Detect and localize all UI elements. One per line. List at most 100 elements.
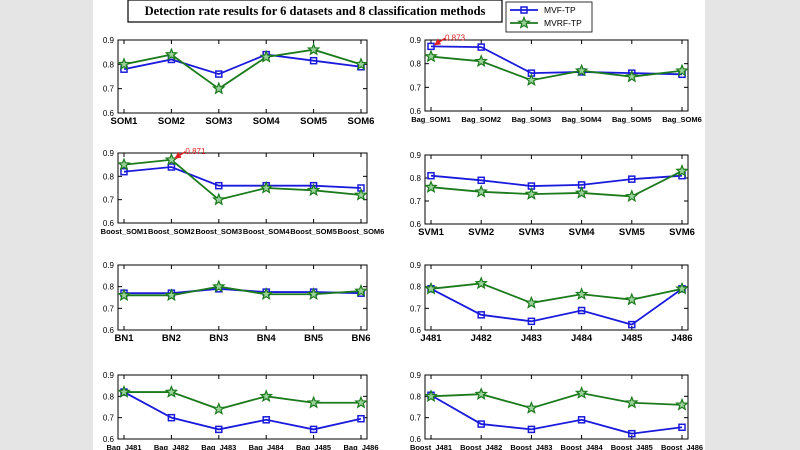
x-tick-label: SOM6: [348, 116, 375, 127]
legend-label: MVRF-TP: [544, 18, 582, 28]
plot-area: [117, 264, 368, 331]
data-point: [474, 54, 488, 68]
x-tick-label: J484: [571, 333, 593, 344]
y-tick-label: 0.8: [103, 60, 115, 69]
series-mvrf-tp: [117, 42, 368, 95]
x-tick-label: Bag_J486: [343, 443, 378, 450]
y-tick-label: 0.8: [103, 283, 115, 292]
data-point: [212, 279, 226, 293]
data-point: [678, 423, 686, 432]
data-point: [424, 49, 438, 63]
x-tick-label: J486: [671, 333, 692, 344]
x-tick-label: Boost_SOM6: [338, 227, 385, 236]
y-tick-label: 0.7: [103, 414, 115, 423]
series-line: [430, 45, 683, 76]
data-point: [577, 306, 586, 315]
x-tick-label: Boost_J483: [510, 443, 552, 450]
annotation-label: 0.873: [445, 33, 466, 42]
data-point: [675, 397, 689, 411]
x-tick-label: SOM4: [253, 116, 281, 127]
data-point: [212, 192, 226, 206]
data-point: [212, 402, 226, 415]
data-point: [427, 171, 435, 180]
data-point: [527, 317, 536, 326]
x-tick-label: Bag_J485: [296, 443, 331, 450]
data-point: [524, 73, 539, 86]
y-tick-label: 0.8: [103, 392, 115, 401]
data-point: [306, 42, 321, 56]
series-line: [124, 391, 361, 411]
y-tick-label: 0.7: [410, 304, 422, 313]
data-point: [625, 189, 639, 203]
data-point: [577, 416, 586, 424]
data-point: [167, 163, 176, 171]
data-point: [675, 281, 689, 295]
series-mvrf-tp: [424, 276, 689, 309]
plot-area: [424, 264, 689, 331]
y-tick-label: 0.8: [410, 174, 422, 183]
y-tick-label: 0.9: [410, 36, 422, 45]
data-point: [120, 167, 128, 176]
x-tick-label: BN5: [304, 333, 324, 344]
y-tick-label: 0.8: [410, 60, 422, 69]
y-tick-label: 0.6: [103, 219, 115, 228]
data-point: [309, 425, 318, 434]
data-point: [424, 180, 438, 193]
y-tick-label: 0.6: [410, 435, 422, 444]
series-mvrf-tp: [424, 163, 689, 203]
series-mvrf-tp: [424, 49, 689, 86]
legend-entry-mvrf-tp: MVRF-TP: [510, 15, 582, 29]
data-point: [306, 183, 321, 197]
data-point: [675, 163, 689, 177]
series-line: [123, 158, 362, 201]
x-tick-label: SOM3: [205, 116, 232, 127]
x-tick-label: Boost_SOM1: [101, 227, 148, 236]
x-tick-label: Bag_J482: [154, 443, 189, 450]
series-line: [430, 392, 683, 410]
y-tick-label: 0.7: [410, 197, 422, 206]
y-tick-label: 0.6: [410, 326, 422, 335]
x-tick-label: BN6: [351, 333, 370, 344]
legend-entry-mvf-tp: MVF-TP: [510, 5, 576, 15]
data-point: [574, 386, 589, 399]
data-point: [524, 295, 539, 309]
data-point: [574, 63, 589, 77]
series-line: [123, 391, 362, 431]
annotation-label: 0.871: [185, 147, 206, 156]
x-tick-label: J481: [420, 333, 442, 344]
x-tick-label: J482: [471, 333, 492, 344]
y-tick-label: 0.7: [410, 414, 422, 423]
data-point: [628, 429, 636, 438]
data-point: [262, 416, 270, 424]
data-point: [306, 287, 321, 301]
data-point: [164, 47, 179, 61]
x-tick-label: Bag_J483: [201, 443, 236, 450]
x-tick-label: Bag_SOM1: [411, 115, 451, 124]
x-tick-label: Boost_J486: [661, 443, 703, 450]
figure-title: Detection rate results for 6 datasets an…: [127, 0, 503, 23]
legend-marker: [520, 6, 528, 14]
x-tick-label: Boost_J482: [460, 443, 502, 450]
data-point: [354, 57, 368, 71]
peak-annotation: 0.873: [434, 33, 466, 46]
x-tick-label: BN3: [209, 333, 228, 344]
data-point: [117, 157, 131, 171]
y-tick-label: 0.6: [103, 109, 115, 118]
x-tick-label: Bag_SOM4: [562, 115, 602, 124]
series-line: [123, 48, 362, 90]
annotation-arrowhead: [434, 38, 441, 46]
series-line: [123, 166, 362, 189]
subplot-5: 0.6 0.7 0.8 0.9 BN1 BN2 BN3 BN4 BN5 BN6: [103, 261, 371, 344]
y-tick-label: 0.7: [103, 85, 115, 94]
x-tick-label: BN4: [257, 333, 277, 344]
series-mvrf-tp: [117, 279, 368, 302]
data-point: [474, 184, 488, 198]
data-point: [625, 395, 639, 409]
data-point: [259, 49, 273, 63]
x-tick-label: Boost_J485: [611, 443, 653, 450]
series-line: [430, 174, 683, 187]
x-tick-label: Bag_SOM3: [512, 115, 552, 124]
